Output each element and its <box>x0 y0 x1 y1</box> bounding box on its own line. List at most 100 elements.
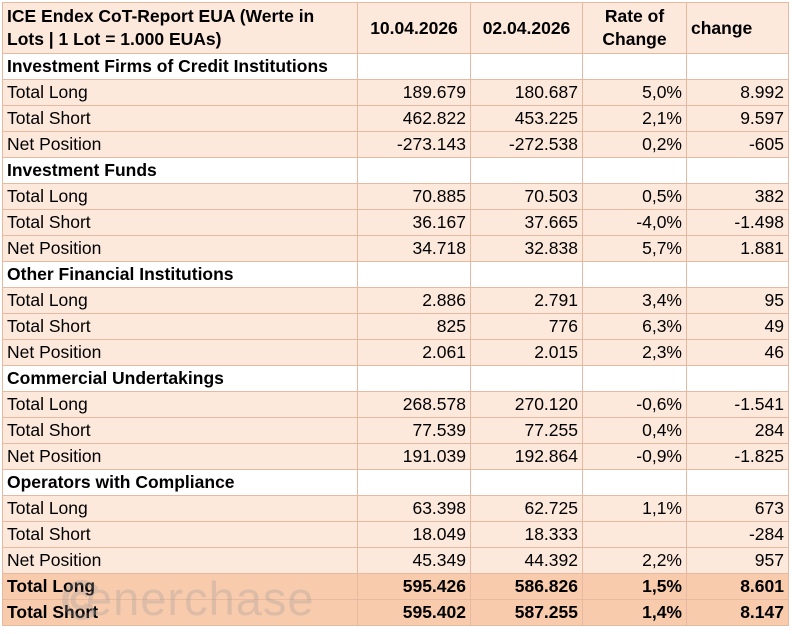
value-date-1: 63.398 <box>357 495 471 522</box>
change-value: 382 <box>686 183 789 210</box>
table-row: Net Position 2.061 2.015 2,3% 46 <box>2 339 789 366</box>
section-title: Investment Firms of Credit Institutions <box>2 53 358 80</box>
change-value: 957 <box>686 547 789 574</box>
empty-cell <box>357 53 471 80</box>
rate-of-change: -0,9% <box>582 443 687 470</box>
section-header-row: Investment Funds <box>2 157 789 184</box>
section-header-row: Operators with Compliance <box>2 469 789 496</box>
total-change-value: 8.601 <box>686 573 789 600</box>
empty-cell <box>470 53 583 80</box>
rate-header-line2: Change <box>602 29 667 49</box>
total-value-date-1: 595.402 <box>357 599 471 626</box>
value-date-2: -272.538 <box>470 131 583 158</box>
rate-of-change: 6,3% <box>582 313 687 340</box>
rate-of-change: 0,4% <box>582 417 687 444</box>
value-date-2: 44.392 <box>470 547 583 574</box>
row-label: Total Short <box>2 313 358 340</box>
date-column-1: 10.04.2026 <box>357 2 471 54</box>
empty-cell <box>470 365 583 392</box>
section-title: Commercial Undertakings <box>2 365 358 392</box>
rate-of-change: -0,6% <box>582 391 687 418</box>
change-value: 1.881 <box>686 235 789 262</box>
value-date-2: 776 <box>470 313 583 340</box>
value-date-1: 36.167 <box>357 209 471 236</box>
change-value: 95 <box>686 287 789 314</box>
table-row: Total Short 18.049 18.333 -284 <box>2 521 789 548</box>
row-label: Total Long <box>2 79 358 106</box>
value-date-2: 2.791 <box>470 287 583 314</box>
table-row: Total Long 189.679 180.687 5,0% 8.992 <box>2 79 789 106</box>
value-date-1: 462.822 <box>357 105 471 132</box>
change-value: -284 <box>686 521 789 548</box>
value-date-2: 2.015 <box>470 339 583 366</box>
table-row: Total Long 63.398 62.725 1,1% 673 <box>2 495 789 522</box>
change-value: 9.597 <box>686 105 789 132</box>
value-date-1: 70.885 <box>357 183 471 210</box>
empty-cell <box>357 469 471 496</box>
value-date-2: 453.225 <box>470 105 583 132</box>
row-label: Net Position <box>2 339 358 366</box>
change-value: -1.825 <box>686 443 789 470</box>
section-title: Investment Funds <box>2 157 358 184</box>
cot-report: ICE Endex CoT-Report EUA (Werte in Lots … <box>2 2 789 626</box>
empty-cell <box>582 53 687 80</box>
empty-cell <box>582 469 687 496</box>
value-date-1: 2.886 <box>357 287 471 314</box>
empty-cell <box>357 157 471 184</box>
rate-of-change: 1,1% <box>582 495 687 522</box>
rate-of-change: 5,7% <box>582 235 687 262</box>
date-column-2: 02.04.2026 <box>470 2 583 54</box>
empty-cell <box>686 53 789 80</box>
value-date-2: 70.503 <box>470 183 583 210</box>
rate-of-change: 0,5% <box>582 183 687 210</box>
total-row: Total Long 595.426 586.826 1,5% 8.601 <box>2 573 789 600</box>
empty-cell <box>357 365 471 392</box>
row-label: Net Position <box>2 235 358 262</box>
value-date-2: 270.120 <box>470 391 583 418</box>
total-rate-of-change: 1,5% <box>582 573 687 600</box>
empty-cell <box>582 157 687 184</box>
section-header-row: Other Financial Institutions <box>2 261 789 288</box>
row-label: Total Long <box>2 287 358 314</box>
change-header: change <box>686 2 789 54</box>
rate-of-change: 2,1% <box>582 105 687 132</box>
total-value-date-2: 586.826 <box>470 573 583 600</box>
value-date-1: -273.143 <box>357 131 471 158</box>
row-label: Total Long <box>2 183 358 210</box>
value-date-1: 825 <box>357 313 471 340</box>
value-date-2: 18.333 <box>470 521 583 548</box>
row-label: Total Short <box>2 105 358 132</box>
value-date-1: 34.718 <box>357 235 471 262</box>
change-value: 46 <box>686 339 789 366</box>
change-value: 284 <box>686 417 789 444</box>
value-date-2: 32.838 <box>470 235 583 262</box>
total-row: Total Short 595.402 587.255 1,4% 8.147 <box>2 599 789 626</box>
rate-of-change: 0,2% <box>582 131 687 158</box>
table-row: Total Short 77.539 77.255 0,4% 284 <box>2 417 789 444</box>
value-date-1: 18.049 <box>357 521 471 548</box>
change-value: 8.992 <box>686 79 789 106</box>
value-date-1: 2.061 <box>357 339 471 366</box>
rate-of-change <box>582 521 687 548</box>
table-row: Total Long 2.886 2.791 3,4% 95 <box>2 287 789 314</box>
value-date-2: 192.864 <box>470 443 583 470</box>
empty-cell <box>357 261 471 288</box>
row-label: Net Position <box>2 443 358 470</box>
empty-cell <box>582 365 687 392</box>
rate-of-change-header: Rate of Change <box>582 2 687 54</box>
rate-of-change: -4,0% <box>582 209 687 236</box>
value-date-1: 189.679 <box>357 79 471 106</box>
table-row: Total Long 268.578 270.120 -0,6% -1.541 <box>2 391 789 418</box>
value-date-1: 191.039 <box>357 443 471 470</box>
row-label: Net Position <box>2 547 358 574</box>
total-label: Total Short <box>2 599 358 626</box>
total-label: Total Long <box>2 573 358 600</box>
total-value-date-1: 595.426 <box>357 573 471 600</box>
change-value: 49 <box>686 313 789 340</box>
value-date-2: 62.725 <box>470 495 583 522</box>
table-header: ICE Endex CoT-Report EUA (Werte in Lots … <box>2 2 789 54</box>
total-change-value: 8.147 <box>686 599 789 626</box>
change-value: -1.498 <box>686 209 789 236</box>
rate-of-change: 3,4% <box>582 287 687 314</box>
table-body: Investment Firms of Credit Institutions T… <box>2 53 789 626</box>
